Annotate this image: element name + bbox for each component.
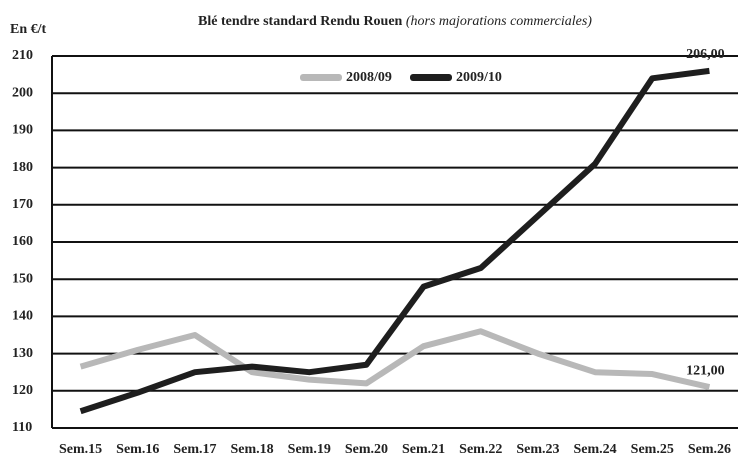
y-tick-label: 190 bbox=[12, 123, 33, 138]
legend-label: 2009/10 bbox=[456, 70, 502, 85]
x-tick-label: Sem.19 bbox=[288, 442, 331, 457]
x-tick-label: Sem.25 bbox=[631, 442, 674, 457]
x-tick-label: Sem.18 bbox=[230, 442, 273, 457]
value-label: 206,00 bbox=[686, 47, 725, 62]
y-tick-label: 120 bbox=[12, 383, 33, 398]
y-tick-label: 140 bbox=[12, 309, 33, 324]
legend-swatch bbox=[300, 74, 342, 81]
value-label: 121,00 bbox=[686, 363, 725, 378]
legend-label: 2008/09 bbox=[346, 70, 392, 85]
y-tick-label: 200 bbox=[12, 85, 33, 100]
y-tick-label: 160 bbox=[12, 234, 33, 249]
y-tick-label: 150 bbox=[12, 271, 33, 286]
chart-title: Blé tendre standard Rendu Rouen (hors ma… bbox=[198, 14, 592, 29]
y-axis-label: En €/t bbox=[10, 22, 47, 37]
y-tick-label: 130 bbox=[12, 346, 33, 361]
x-tick-label: Sem.15 bbox=[59, 442, 102, 457]
x-tick-label: Sem.17 bbox=[173, 442, 216, 457]
subtitle: (hors majorations commerciales) bbox=[406, 14, 592, 29]
series-line bbox=[79, 67, 710, 415]
y-tick-label: 180 bbox=[12, 160, 33, 175]
x-tick-label: Sem.26 bbox=[688, 442, 731, 457]
y-tick-label: 170 bbox=[12, 197, 33, 212]
y-tick-label: 110 bbox=[12, 420, 32, 435]
x-tick-label: Sem.16 bbox=[116, 442, 159, 457]
y-tick-label: 210 bbox=[12, 48, 33, 63]
x-tick-label: Sem.23 bbox=[516, 442, 559, 457]
x-tick-label: Sem.22 bbox=[459, 442, 502, 457]
x-tick-label: Sem.24 bbox=[573, 442, 616, 457]
x-tick-label: Sem.21 bbox=[402, 442, 445, 457]
title: Blé tendre standard Rendu Rouen bbox=[198, 14, 403, 29]
series-line bbox=[79, 328, 711, 391]
x-tick-label: Sem.20 bbox=[345, 442, 388, 457]
legend-swatch bbox=[410, 74, 452, 81]
